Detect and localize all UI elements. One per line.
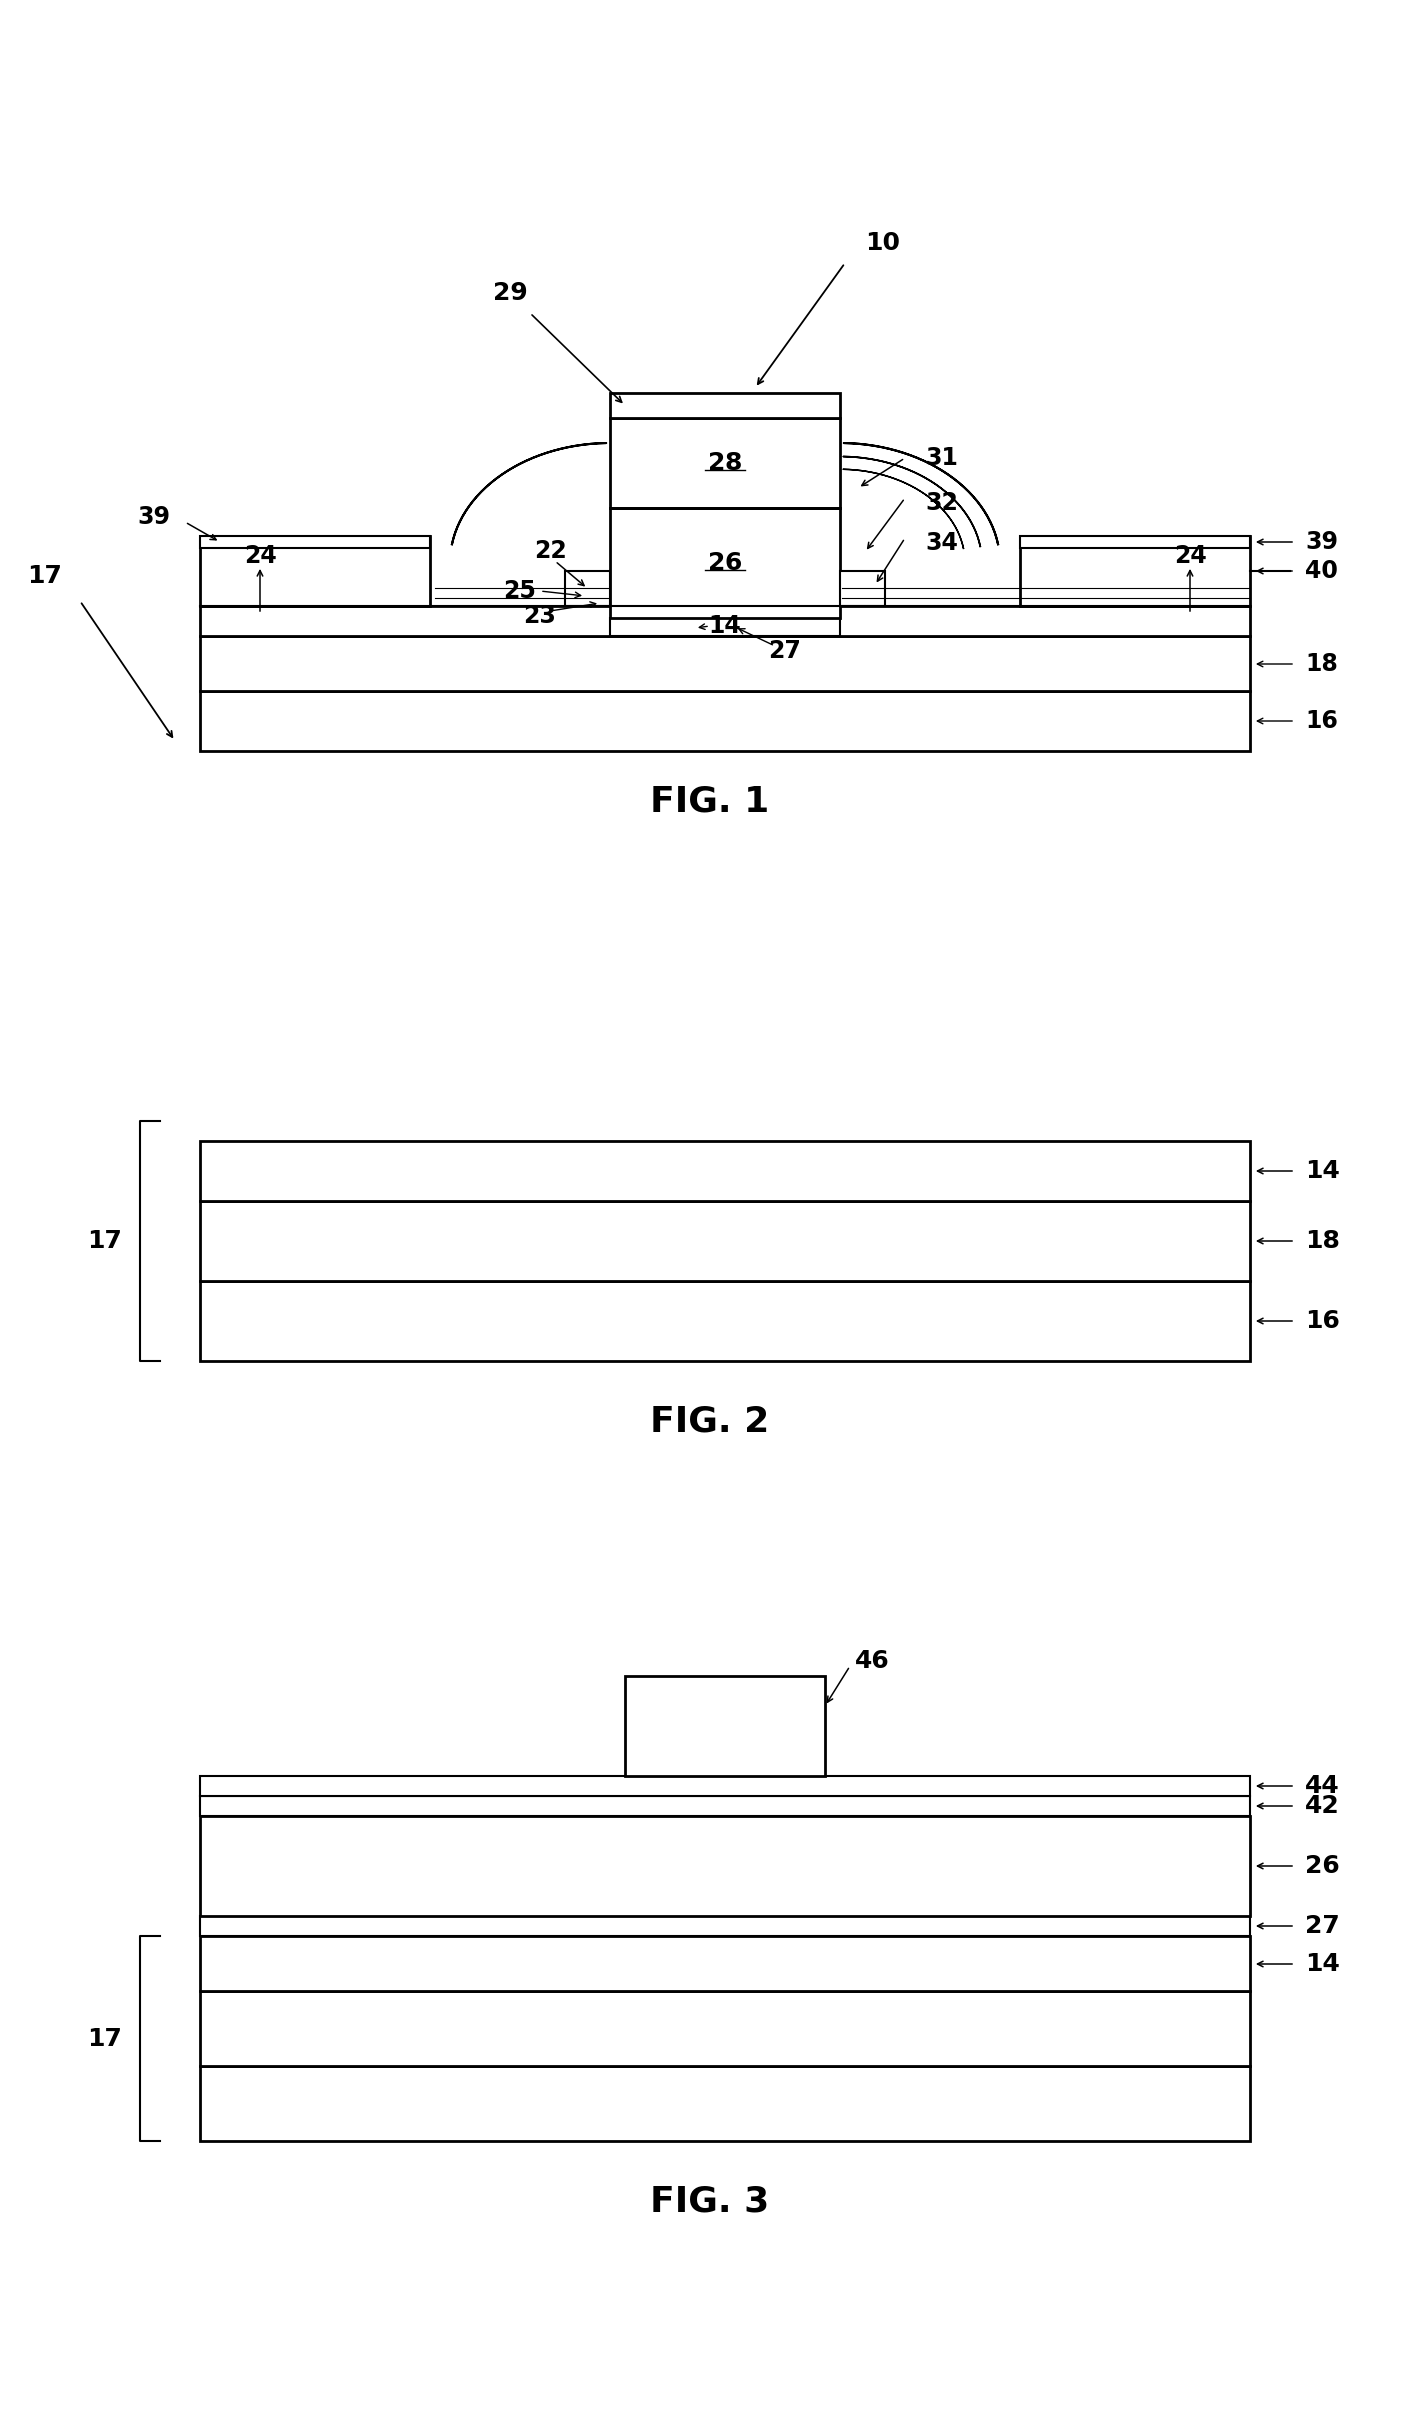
Bar [200, 1201, 1250, 1280]
Bar [200, 1777, 1250, 1796]
Bar [200, 535, 429, 605]
Bar [200, 1936, 1250, 1991]
Bar [1020, 535, 1250, 547]
Text: 16: 16 [1305, 709, 1338, 733]
Bar [565, 571, 609, 605]
Text: 14: 14 [1305, 1160, 1340, 1184]
Text: FIG. 2: FIG. 2 [650, 1403, 769, 1437]
Bar [609, 509, 840, 617]
Bar [200, 535, 429, 547]
Bar [609, 417, 840, 509]
Text: 44: 44 [1305, 1774, 1339, 1799]
Text: 40: 40 [1305, 559, 1338, 583]
Text: 14: 14 [708, 615, 741, 639]
Text: 46: 46 [854, 1649, 890, 1673]
Text: 34: 34 [925, 530, 958, 555]
Bar [200, 637, 1250, 692]
Text: 25: 25 [503, 579, 537, 603]
Bar [200, 692, 1250, 750]
Bar [200, 605, 1250, 637]
Bar [200, 2066, 1250, 2141]
Text: 23: 23 [523, 605, 557, 627]
Text: 18: 18 [1305, 1230, 1340, 1254]
Text: 32: 32 [925, 492, 958, 516]
Bar [200, 1796, 1250, 1815]
Bar [840, 571, 886, 605]
Bar [200, 1140, 1250, 1201]
Bar [609, 393, 840, 417]
Text: 16: 16 [1305, 1309, 1340, 1333]
Text: 29: 29 [493, 282, 527, 306]
Text: $\mathdefault{28}$: $\mathdefault{28}$ [707, 451, 743, 475]
Text: 10: 10 [864, 231, 900, 256]
Text: 27: 27 [1305, 1914, 1339, 1938]
Bar [609, 617, 840, 637]
Text: 17: 17 [88, 2028, 122, 2049]
Text: 24: 24 [244, 545, 276, 569]
Text: 14: 14 [1305, 1953, 1340, 1977]
Text: 42: 42 [1305, 1794, 1339, 1818]
Text: 39: 39 [137, 504, 170, 528]
Bar [200, 1815, 1250, 1917]
Text: 24: 24 [1173, 545, 1206, 569]
Text: 27: 27 [768, 639, 802, 663]
Bar [625, 1676, 825, 1777]
Text: 17: 17 [27, 564, 62, 588]
Text: 17: 17 [88, 1230, 122, 1254]
Text: FIG. 3: FIG. 3 [650, 2184, 769, 2218]
Text: 39: 39 [1305, 530, 1338, 555]
Text: 31: 31 [925, 446, 958, 470]
Text: 26: 26 [1305, 1854, 1339, 1878]
Text: $\mathdefault{26}$: $\mathdefault{26}$ [707, 552, 743, 574]
Text: 22: 22 [534, 540, 567, 564]
Bar [200, 1991, 1250, 2066]
Bar [200, 1280, 1250, 1360]
Text: 18: 18 [1305, 651, 1338, 675]
Text: FIG. 1: FIG. 1 [650, 784, 769, 817]
Bar [200, 1917, 1250, 1936]
Bar [1020, 535, 1250, 605]
